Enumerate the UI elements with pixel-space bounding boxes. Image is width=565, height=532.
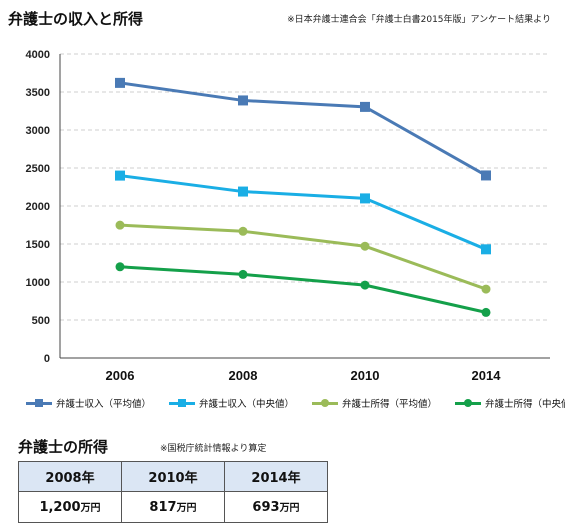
income-unit-2014: 万円 (279, 503, 300, 514)
income-unit-2008: 万円 (80, 503, 101, 514)
income-value-2014: 693 (252, 500, 280, 515)
data-point-series-3 (360, 241, 370, 251)
data-point-series-2 (238, 186, 248, 197)
income-section-note: ※国税庁統計情報より算定 (160, 444, 267, 454)
income-table-value-row: 1,200万円 817万円 693万円 (18, 491, 328, 523)
legend-swatch-3 (312, 398, 339, 407)
legend-item-series-2: 弁護士収入（中央値） (169, 396, 294, 410)
legend-label-1: 弁護士収入（平均値） (56, 399, 152, 410)
data-point-series-2 (115, 170, 125, 181)
chart-legend: 弁護士収入（平均値） 弁護士収入（中央値） 弁護士所得（平均値） 弁護士所得（中… (26, 396, 565, 410)
data-point-series-4 (360, 280, 370, 290)
data-point-series-1 (481, 170, 491, 181)
data-point-series-3 (238, 226, 248, 236)
data-point-series-4 (115, 262, 125, 272)
y-tick-label: 3500 (26, 87, 50, 99)
income-value-2008: 1,200 (39, 500, 81, 515)
y-tick-label: 3000 (26, 125, 50, 137)
y-tick-label: 500 (32, 315, 50, 327)
income-table-header-row: 2008年 2010年 2014年 (18, 461, 328, 492)
x-tick-label: 2014 (472, 368, 502, 383)
income-header-2008: 2008年 (18, 461, 122, 492)
data-point-series-1 (115, 77, 125, 88)
chart-title: 弁護士の収入と所得 (8, 10, 144, 28)
income-unit-2010: 万円 (176, 503, 197, 514)
income-value-2010: 817 (149, 500, 177, 515)
income-cell-2014: 693万円 (224, 491, 328, 523)
legend-swatch-1 (26, 398, 52, 407)
income-table: 2008年 2010年 2014年 1,200万円 817万円 693万円 (18, 461, 328, 523)
y-tick-label: 0 (44, 353, 50, 365)
x-tick-label: 2008 (229, 368, 258, 383)
legend-label-3: 弁護士所得（平均値） (342, 399, 438, 410)
income-cell-2008: 1,200万円 (18, 491, 122, 523)
data-point-series-1 (360, 101, 370, 112)
data-point-series-3 (115, 220, 125, 230)
legend-swatch-4 (455, 398, 482, 407)
data-point-series-4 (481, 307, 491, 317)
source-note: ※日本弁護士連合会「弁護士白書2015年版」アンケート結果より (287, 15, 551, 25)
y-tick-label: 1000 (26, 277, 50, 289)
data-point-series-1 (238, 95, 248, 106)
series-line-4 (119, 265, 487, 314)
y-tick-label: 2500 (26, 163, 50, 175)
income-header-2010: 2010年 (121, 461, 225, 492)
legend-label-2: 弁護士収入（中央値） (199, 399, 295, 410)
legend-item-series-1: 弁護士収入（平均値） (26, 396, 151, 410)
data-point-series-4 (238, 269, 248, 279)
y-tick-label: 1500 (26, 239, 50, 251)
data-point-series-2 (481, 244, 491, 255)
series-line-1 (119, 81, 487, 177)
data-point-series-3 (481, 284, 491, 294)
series-line-3 (119, 223, 487, 291)
line-chart: 0 500 1000 1500 2000 2500 3000 3500 4000 2006 2008… (26, 49, 550, 383)
y-tick-label: 2000 (26, 201, 50, 213)
x-tick-label: 2010 (351, 368, 380, 383)
x-tick-label: 2006 (106, 368, 135, 383)
series-line-2 (119, 174, 487, 251)
income-header-2014: 2014年 (224, 461, 328, 492)
legend-item-series-4: 弁護士所得（中央値） (455, 396, 565, 410)
legend-item-series-3: 弁護士所得（平均値） (312, 396, 437, 410)
income-section-title: 弁護士の所得 (18, 438, 109, 456)
legend-swatch-2 (169, 398, 196, 407)
legend-label-4: 弁護士所得（中央値） (485, 399, 565, 410)
income-cell-2010: 817万円 (121, 491, 225, 523)
y-tick-label: 4000 (26, 49, 50, 61)
data-point-series-2 (360, 193, 370, 204)
